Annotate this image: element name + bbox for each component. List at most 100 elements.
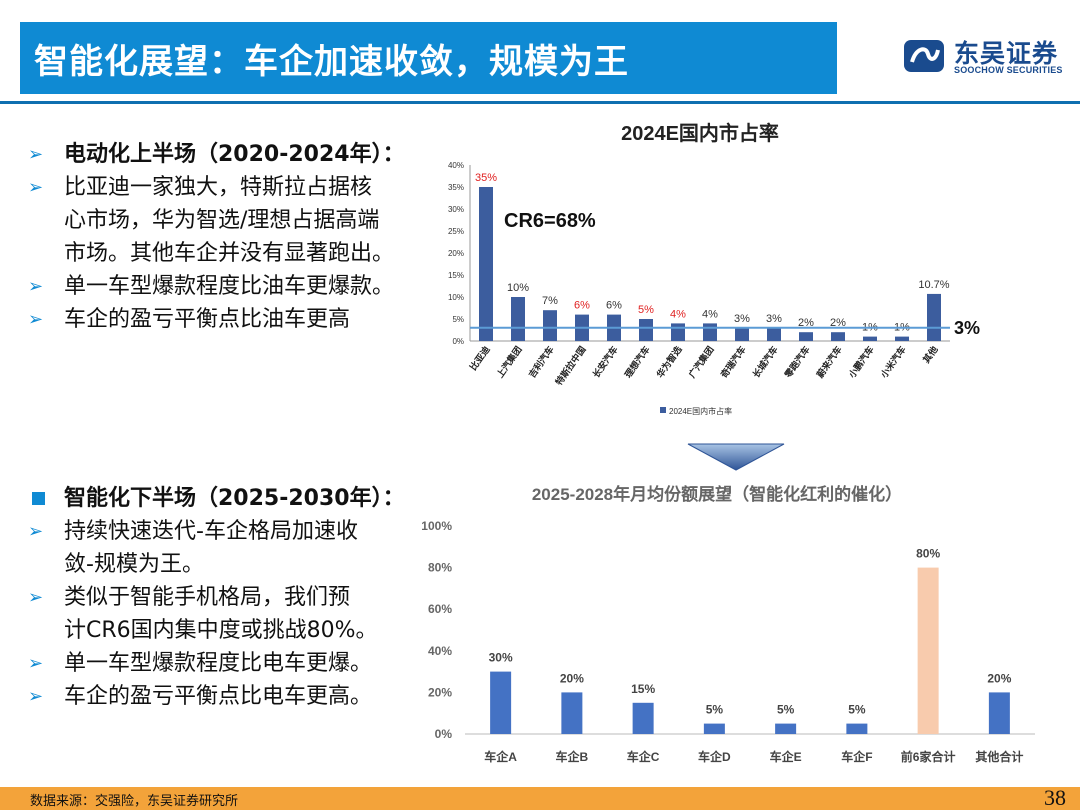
- x-tick-label: 车企B: [556, 749, 589, 764]
- x-tick-label: 车企C: [627, 749, 660, 764]
- x-tick-label: 长安汽车: [590, 344, 620, 380]
- data-label: 80%: [916, 547, 940, 561]
- x-tick-label: 车企A: [484, 749, 517, 764]
- list-item: ➢ 车企的盈亏平衡点比油车更高: [28, 303, 418, 336]
- data-label: 5%: [638, 304, 654, 316]
- y-tick-label: 0%: [452, 337, 464, 346]
- header-divider: [0, 101, 1080, 104]
- y-tick-label: 60%: [428, 602, 452, 616]
- bar: [490, 671, 512, 734]
- down-arrow-icon: [687, 443, 785, 471]
- x-tick-label: 车企D: [698, 749, 731, 764]
- bar: [917, 567, 939, 734]
- data-label: 5%: [706, 703, 724, 717]
- bar: [511, 297, 525, 341]
- bar: [703, 323, 717, 341]
- data-label: 2%: [830, 317, 846, 329]
- bullet-line: 计CR6国内集中度或挑战80%。: [64, 618, 378, 643]
- x-tick-label: 零跑汽车: [781, 344, 811, 381]
- arrow-bullet-icon: ➢: [28, 309, 44, 330]
- bar: [863, 336, 877, 341]
- bar: [988, 692, 1010, 734]
- bar: [632, 702, 654, 734]
- y-tick-label: 80%: [428, 561, 452, 575]
- arrow-bullet-icon: ➢: [28, 177, 44, 198]
- arrow-bullet-icon: ➢: [28, 521, 44, 542]
- data-label: 10.7%: [918, 279, 949, 291]
- x-tick-label: 蔚来汽车: [814, 344, 844, 380]
- cr6-annotation: CR6=68%: [504, 210, 596, 232]
- bar: [895, 336, 909, 341]
- y-tick-label: 100%: [421, 519, 452, 533]
- bar: [639, 319, 653, 341]
- bar: [543, 310, 557, 341]
- bullet-line: 类似于智能手机格局，我们预: [64, 585, 351, 610]
- data-label: 3%: [766, 313, 782, 325]
- bullet-line: 比亚迪一家独大，特斯拉占据核: [64, 175, 373, 200]
- x-tick-label: 理想汽车: [622, 344, 652, 380]
- y-tick-label: 40%: [428, 644, 452, 658]
- data-label: 5%: [777, 703, 795, 717]
- y-tick-label: 25%: [448, 227, 464, 236]
- x-tick-label: 小米汽车: [877, 344, 907, 381]
- bar: [846, 723, 868, 734]
- bullet-line: 敛-规模为王。: [64, 552, 204, 577]
- list-item: ➢ 电动化上半场（2020-2024年）：: [28, 138, 418, 171]
- list-item: 智能化下半场（2025-2030年）：: [28, 482, 418, 515]
- bullet-line: 车企的盈亏平衡点比电车更高。: [64, 684, 373, 709]
- x-tick-label: 前6家合计: [901, 749, 956, 764]
- data-label: 20%: [560, 671, 584, 685]
- soochow-logo-icon: [904, 40, 944, 72]
- y-tick-label: 5%: [452, 315, 464, 324]
- data-label: 15%: [631, 682, 655, 696]
- bar: [735, 327, 749, 341]
- y-tick-label: 30%: [448, 205, 464, 214]
- x-tick-label: 其他合计: [975, 749, 1023, 764]
- x-tick-label: 华为智选: [654, 344, 684, 380]
- data-label: 2%: [798, 317, 814, 329]
- y-tick-label: 20%: [428, 685, 452, 699]
- share-outlook-chart: 2025-2028年月均份额展望（智能化红利的催化） 0% 20% 40% 60% 80%…: [421, 484, 1035, 764]
- data-label: 6%: [574, 300, 590, 312]
- x-tick-label: 广汽集团: [686, 344, 716, 380]
- x-tick-label: 其他: [920, 344, 939, 365]
- bar: [927, 293, 941, 341]
- bullet-line: 单一车型爆款程度比油车更爆款。: [64, 274, 395, 299]
- legend-swatch: [660, 407, 666, 413]
- bullet-line: 市场。其他车企并没有显著跑出。: [64, 241, 395, 266]
- footer-bar: 数据来源：交强险，东吴证券研究所 38: [0, 785, 1080, 810]
- arrow-bullet-icon: ➢: [28, 276, 44, 297]
- page-number: 38: [1044, 785, 1066, 810]
- data-label: 35%: [475, 172, 497, 184]
- arrow-bullet-icon: ➢: [28, 686, 44, 707]
- x-tick-label: 奇瑞汽车: [718, 344, 748, 380]
- chart-title: 2025-2028年月均份额展望（智能化红利的催化）: [532, 484, 902, 504]
- data-source: 数据来源：交强险，东吴证券研究所: [30, 794, 239, 809]
- bar: [561, 692, 583, 734]
- logo-text-cn: 东吴证券: [954, 39, 1059, 68]
- lower-bullet-list: 智能化下半场（2025-2030年）： ➢ 持续快速迭代-车企格局加速收 敛-规…: [28, 482, 418, 713]
- data-label: 6%: [606, 300, 622, 312]
- data-label: 3%: [734, 313, 750, 325]
- page-title: 智能化展望：车企加速收敛，规模为王: [34, 42, 629, 82]
- y-tick-label: 0%: [435, 727, 453, 741]
- list-item: ➢ 车企的盈亏平衡点比电车更高。: [28, 680, 418, 713]
- bar: [799, 332, 813, 341]
- brand-logo: 东吴证券 SOOCHOW SECURITIES: [902, 34, 1072, 78]
- bar: [767, 327, 781, 341]
- bullet-line: 车企的盈亏平衡点比油车更高: [64, 307, 351, 332]
- x-tick-label: 车企E: [770, 749, 802, 764]
- bar: [831, 332, 845, 341]
- data-label: 20%: [987, 671, 1011, 685]
- list-item: ➢ 类似于智能手机格局，我们预 计CR6国内集中度或挑战80%。: [28, 581, 418, 647]
- title-bar: 智能化展望：车企加速收敛，规模为王: [20, 22, 837, 94]
- lower-heading: 智能化下半场（2025-2030年）：: [64, 486, 405, 511]
- data-label: 7%: [542, 295, 558, 307]
- legend-label: 2024E国内市占率: [669, 406, 732, 416]
- data-label: 5%: [848, 703, 866, 717]
- square-bullet-icon: [32, 492, 45, 505]
- x-tick-label: 特斯拉中国: [553, 344, 588, 387]
- list-item: ➢ 单一车型爆款程度比电车更爆。: [28, 647, 418, 680]
- x-tick-label: 小鹏汽车: [845, 344, 875, 381]
- x-tick-label: 吉利汽车: [526, 344, 556, 380]
